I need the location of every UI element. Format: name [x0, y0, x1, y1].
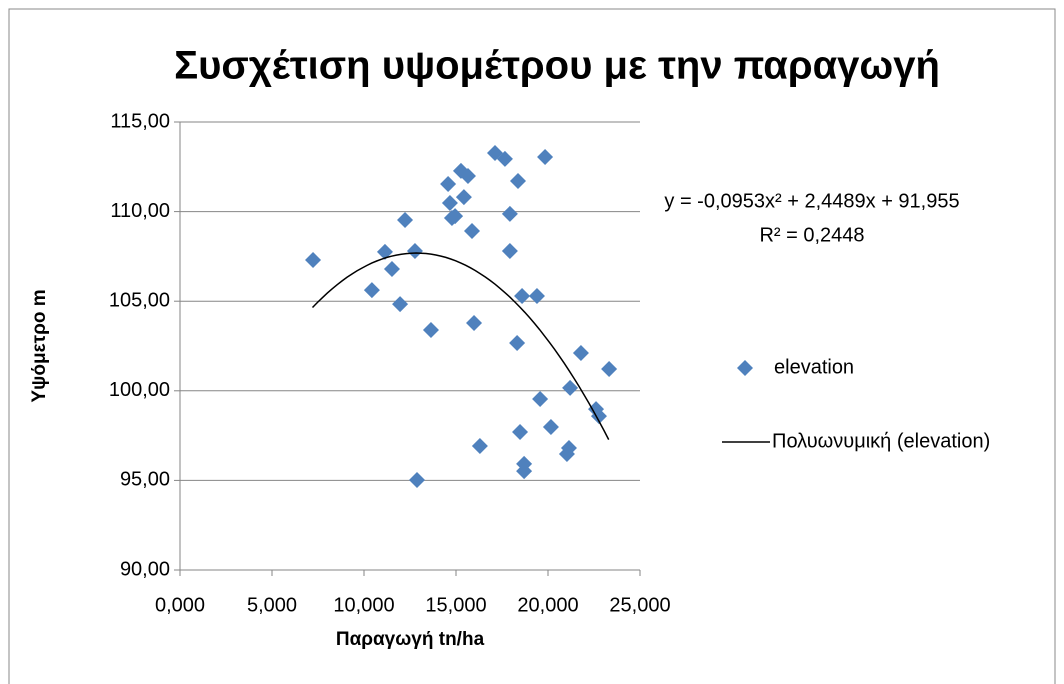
point [496, 150, 513, 167]
point [406, 243, 423, 260]
y-tick-label: 110,00 [110, 200, 170, 222]
point [560, 439, 577, 456]
trendline [311, 252, 610, 440]
point [562, 379, 579, 396]
point [363, 282, 380, 299]
point [408, 472, 425, 489]
x-axis-label: Παραγωγή tn/ha [336, 629, 485, 650]
point [447, 208, 464, 225]
point [572, 344, 589, 361]
point [510, 172, 527, 189]
legend-label: elevation [774, 356, 854, 378]
y-tick-label: 90,00 [120, 558, 170, 580]
point [397, 212, 414, 229]
x-tick-label: 10,000 [333, 594, 394, 616]
chart-title: Συσχέτιση υψομέτρου με την παραγωγή [174, 44, 940, 88]
point [509, 334, 526, 351]
trend-equation: y = -0,0953x² + 2,4489x + 91,955 [664, 190, 959, 212]
point [440, 176, 457, 193]
point [537, 148, 554, 165]
point [514, 288, 531, 305]
legend-label: Πολυωνυμική (elevation) [772, 430, 990, 452]
point [516, 463, 533, 480]
point [305, 251, 322, 268]
point [464, 222, 481, 239]
point [471, 437, 488, 454]
point [441, 194, 458, 211]
point [528, 288, 545, 305]
point [459, 167, 476, 184]
point [590, 408, 607, 425]
legend-marker [737, 360, 753, 376]
point [392, 296, 409, 313]
point [542, 418, 559, 435]
point [601, 360, 618, 377]
point [422, 322, 439, 339]
y-tick-label: 95,00 [120, 469, 170, 491]
point [501, 243, 518, 260]
point [466, 315, 483, 332]
y-tick-label: 115,00 [110, 110, 170, 132]
point [383, 260, 400, 277]
x-tick-label: 5,000 [247, 594, 297, 616]
point [376, 243, 393, 260]
point [455, 189, 472, 206]
point [501, 205, 518, 222]
y-tick-label: 105,00 [109, 289, 170, 311]
x-tick-label: 15,000 [425, 594, 486, 616]
trend-r2: R² = 0,2448 [759, 224, 864, 246]
y-tick-label: 100,00 [109, 379, 170, 401]
x-tick-label: 0,000 [155, 594, 205, 616]
x-tick-label: 25,000 [609, 594, 670, 616]
point [512, 424, 529, 441]
point [532, 391, 549, 408]
y-axis-label: Υψόμετρο m [29, 289, 50, 402]
x-tick-label: 20,000 [517, 594, 578, 616]
